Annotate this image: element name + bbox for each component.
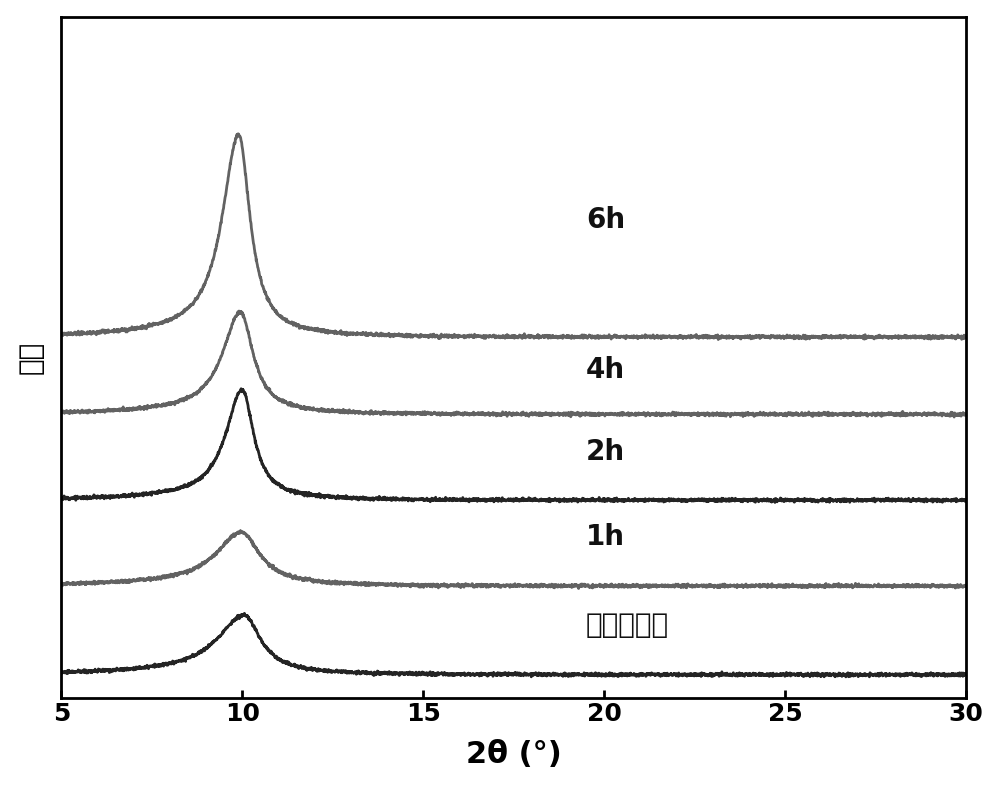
Text: 4h: 4h <box>586 356 625 384</box>
Text: 2h: 2h <box>586 438 625 465</box>
Text: 氧化石墨烯: 氧化石墨烯 <box>586 611 669 639</box>
Text: 6h: 6h <box>586 206 625 233</box>
X-axis label: 2θ (°): 2θ (°) <box>466 740 561 769</box>
Y-axis label: 强度: 强度 <box>17 340 45 374</box>
Text: 1h: 1h <box>586 523 625 551</box>
